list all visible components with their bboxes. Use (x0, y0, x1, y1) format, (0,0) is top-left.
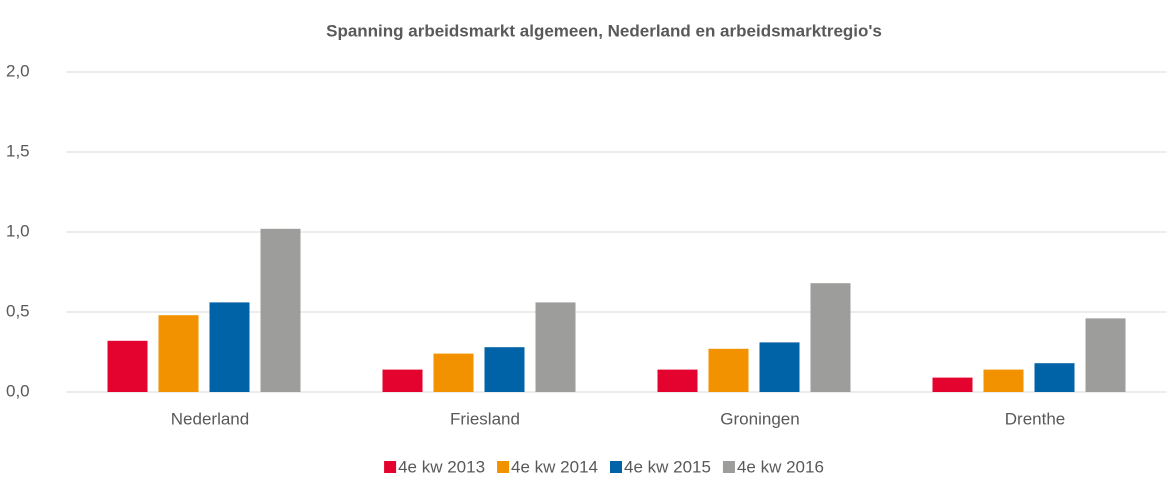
bar (657, 369, 698, 392)
y-tick-label: 1,5 (6, 141, 30, 160)
bar (708, 348, 749, 392)
legend-label: 4e kw 2014 (511, 457, 598, 476)
y-tick-label: 0,0 (6, 381, 30, 400)
bar (983, 369, 1024, 392)
bar (535, 302, 576, 392)
bar (484, 347, 525, 392)
x-tick-label: Nederland (171, 409, 249, 428)
x-tick-label: Groningen (720, 409, 799, 428)
legend-label: 4e kw 2016 (737, 457, 824, 476)
y-tick-label: 0,5 (6, 301, 30, 320)
legend-swatch (384, 461, 397, 473)
y-tick-label: 2,0 (6, 61, 30, 80)
bar (107, 340, 148, 392)
legend-swatch (610, 461, 622, 473)
x-tick-label: Drenthe (1005, 409, 1065, 428)
legend-label: 4e kw 2013 (398, 457, 485, 476)
y-tick-label: 1,0 (6, 221, 30, 240)
bar (209, 302, 250, 392)
bar (759, 342, 800, 392)
x-tick-label: Friesland (450, 409, 520, 428)
bar (1085, 318, 1126, 392)
legend-label: 4e kw 2015 (624, 457, 711, 476)
bar (932, 377, 973, 392)
bar (1034, 363, 1075, 392)
bar (382, 369, 423, 392)
bar (158, 315, 199, 392)
bar (810, 283, 851, 392)
bar (260, 228, 301, 392)
chart-title: Spanning arbeidsmarkt algemeen, Nederlan… (326, 21, 882, 40)
legend-swatch (722, 461, 735, 473)
bar (433, 353, 474, 392)
legend-swatch (497, 461, 510, 473)
